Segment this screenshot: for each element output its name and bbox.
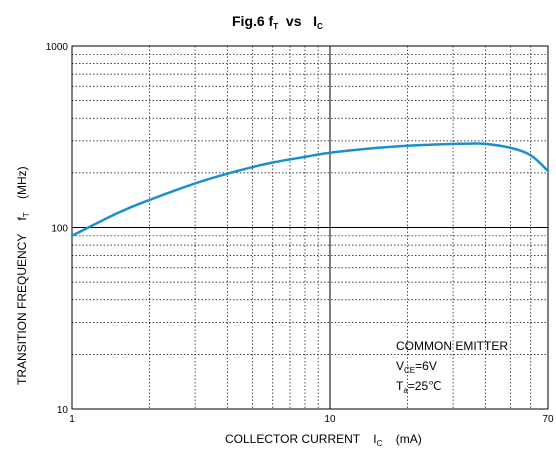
annotation-line-1: COMMON EMITTER <box>396 339 508 353</box>
x-tick-label: 70 <box>542 414 554 425</box>
series-layer <box>70 142 550 238</box>
x-axis-label-sub: C <box>377 439 383 448</box>
x-axis-label: COLLECTOR CURRENT IC (mA) <box>225 432 422 448</box>
major-grid <box>72 46 548 409</box>
y-tick-label: 100 <box>51 224 68 235</box>
title-main: Fig.6 f <box>232 13 274 29</box>
x-tick-label: 10 <box>324 414 336 425</box>
title-sub-1: T <box>273 22 278 31</box>
x-axis-label-main: COLLECTOR CURRENT I <box>225 432 377 446</box>
plot-frame <box>71 45 549 410</box>
title-sub-2: C <box>317 22 323 31</box>
y-tick-label: 1000 <box>46 42 69 53</box>
annotation-line-3: Ta=25℃ <box>396 379 442 395</box>
series-line-0 <box>70 142 550 238</box>
x-axis-label-unit: (mA) <box>382 432 421 446</box>
annotation-line-2: VCE=6V <box>396 359 437 375</box>
y-axis-label-unit: (MHz) <box>15 166 29 212</box>
annotation: COMMON EMITTER VCE=6V Ta=25℃ <box>396 339 508 395</box>
x-tick-label: 1 <box>69 414 75 425</box>
y-axis-label-sub: T <box>22 212 31 217</box>
minor-grid <box>72 46 548 409</box>
chart-title: Fig.6 fT vs IC <box>232 13 323 31</box>
title-mid: vs I <box>278 13 317 29</box>
y-axis-label: TRANSITION FREQUENCY fT (MHz) <box>15 166 31 385</box>
y-axis-label-main: TRANSITION FREQUENCY f <box>15 217 29 385</box>
y-tick-label: 10 <box>57 405 69 416</box>
